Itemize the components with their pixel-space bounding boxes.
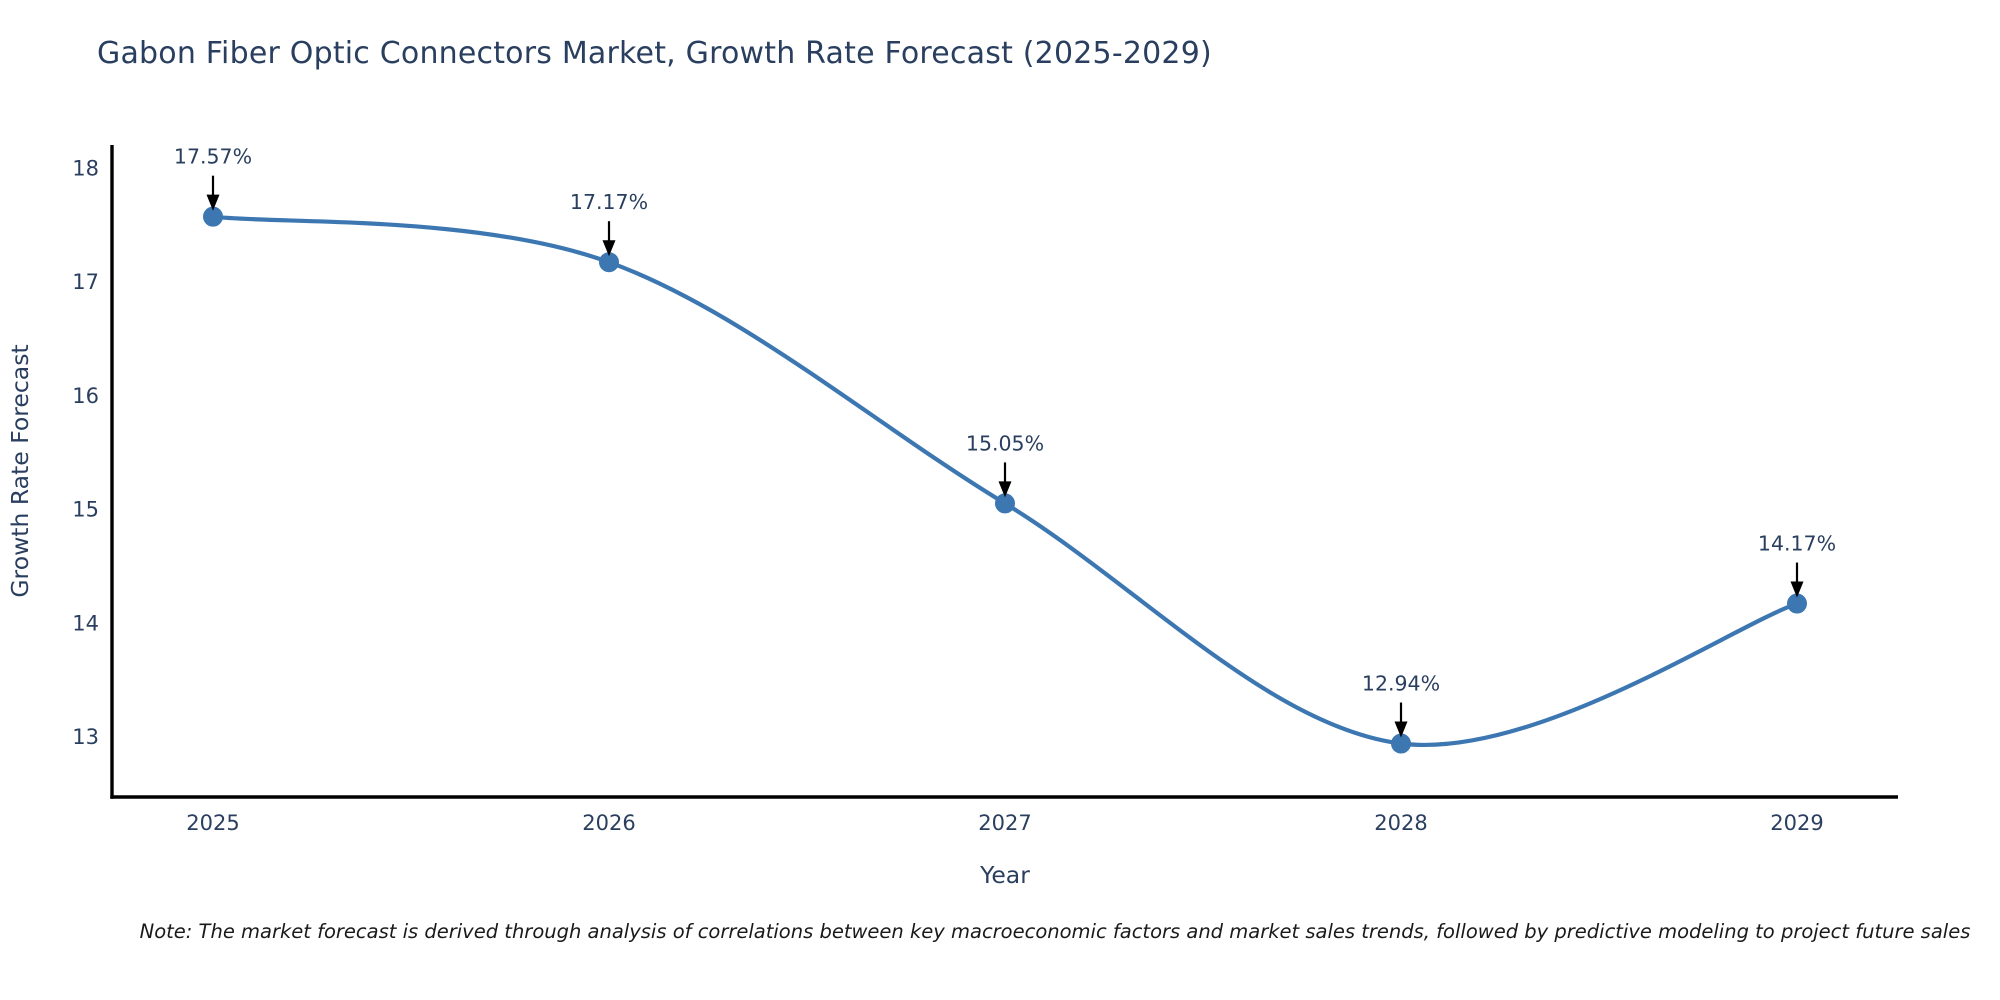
point-value-label: 12.94% <box>1362 672 1440 696</box>
x-axis-title: Year <box>979 861 1030 889</box>
y-axis-title: Growth Rate Forecast <box>6 344 34 597</box>
y-tick-label: 13 <box>72 725 99 749</box>
y-tick-label: 18 <box>72 156 99 180</box>
annotation-arrowhead-icon <box>998 481 1012 498</box>
y-tick-label: 16 <box>72 384 99 408</box>
annotation-arrowhead-icon <box>206 194 220 211</box>
annotation-arrowhead-icon <box>602 240 616 257</box>
footnote: Note: The market forecast is derived thr… <box>139 920 1971 943</box>
y-tick-label: 14 <box>72 611 99 635</box>
annotation-arrowhead-icon <box>1790 581 1804 598</box>
x-tick-label: 2025 <box>186 811 239 835</box>
line-chart-canvas: 13 14 15 16 17 18 2025 2026 2027 2028 2029 Growth R… <box>6 145 1898 889</box>
chart-title: Gabon Fiber Optic Connectors Market, Gro… <box>97 36 1212 71</box>
x-tick-label: 2029 <box>1770 811 1823 835</box>
y-tick-label: 15 <box>72 498 99 522</box>
point-value-label: 17.57% <box>174 145 252 169</box>
point-value-label: 14.17% <box>1758 532 1836 556</box>
annotation-arrowhead-icon <box>1394 721 1408 738</box>
x-tick-label: 2028 <box>1374 811 1427 835</box>
x-tick-label: 2026 <box>582 811 635 835</box>
x-tick-label: 2027 <box>978 811 1031 835</box>
point-value-label: 17.17% <box>570 190 648 214</box>
y-tick-label: 17 <box>72 270 99 294</box>
point-value-label: 15.05% <box>966 431 1044 455</box>
